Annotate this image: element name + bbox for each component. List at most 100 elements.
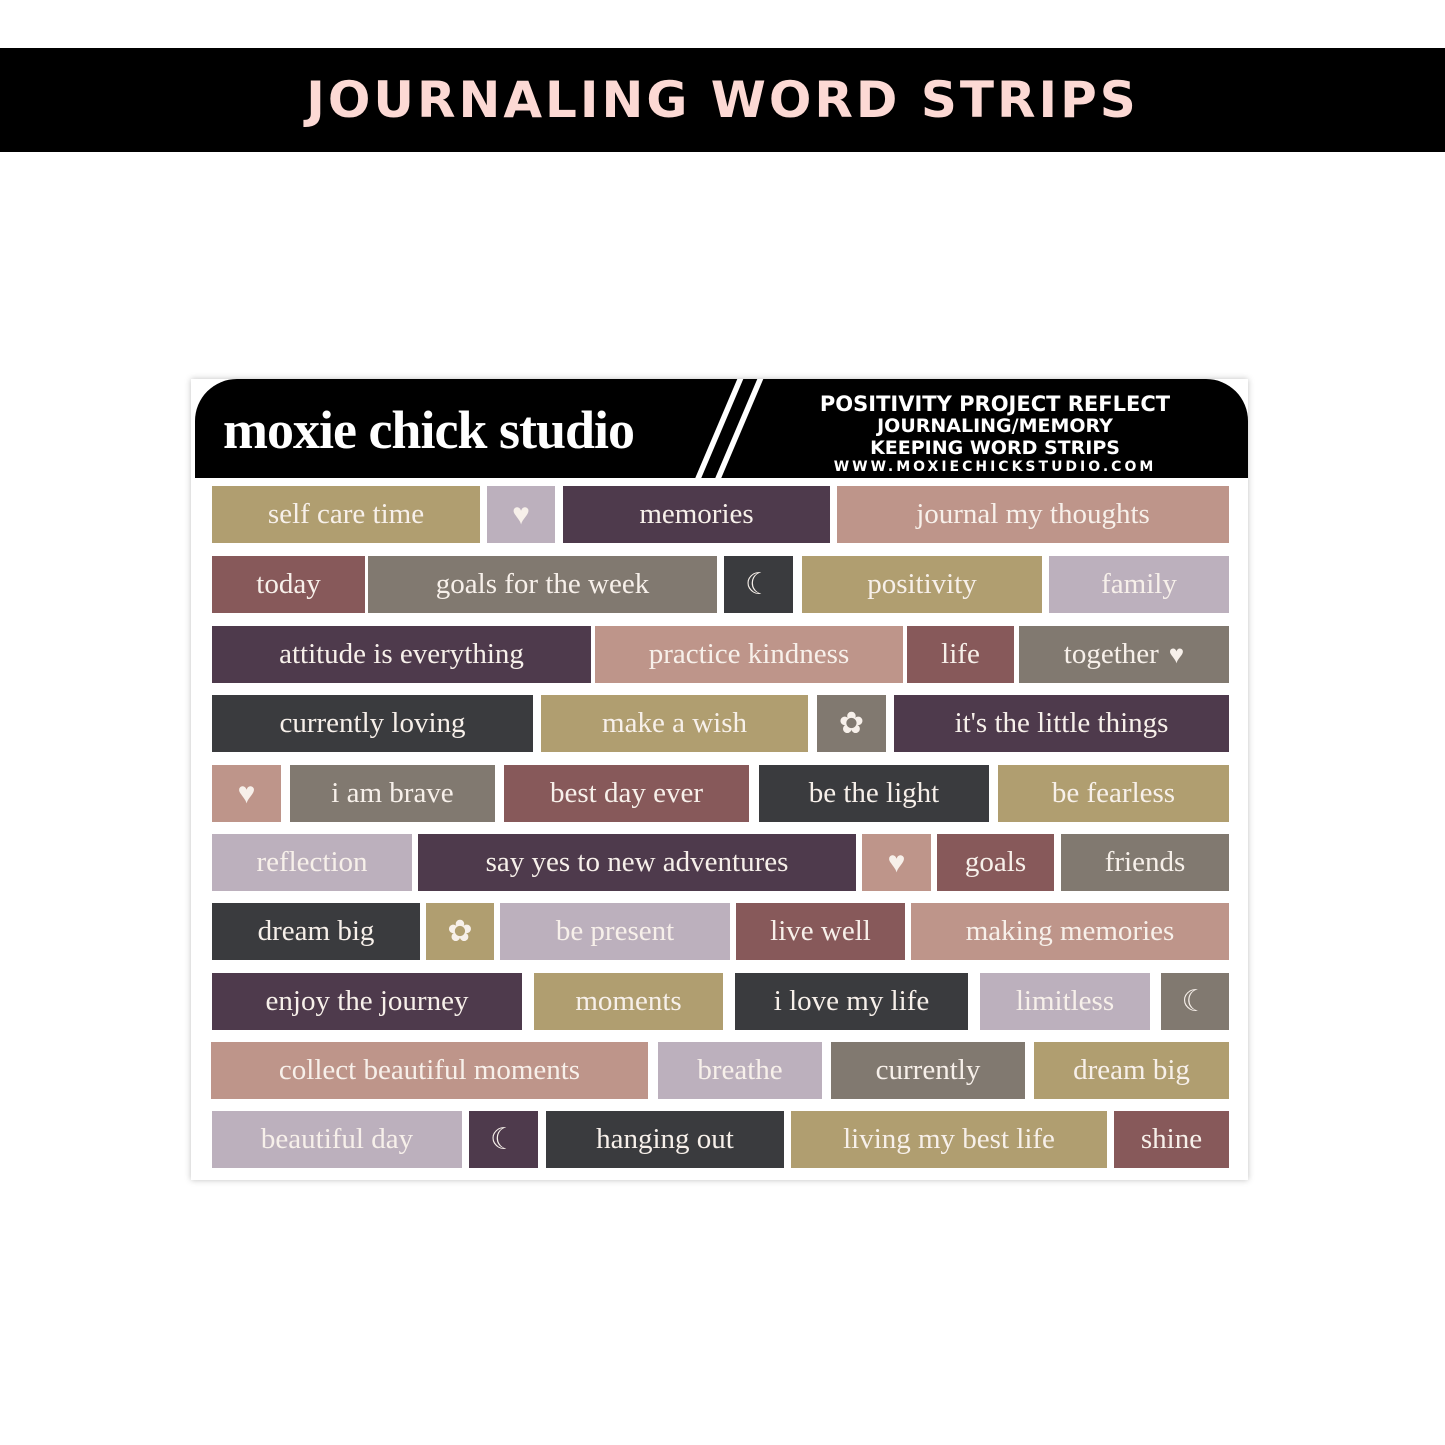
strip-label: together xyxy=(1063,638,1159,670)
strip-label: currently xyxy=(875,1054,981,1086)
heart-icon: ♥ xyxy=(887,845,906,879)
word-strip: collect beautiful moments xyxy=(211,1042,648,1099)
strip-label: positivity xyxy=(867,568,977,600)
brand-logo: moxie chick studio xyxy=(223,400,635,460)
strip-label: dream big xyxy=(257,915,375,947)
sheet-header: moxie chick studio POSITIVITY PROJECT RE… xyxy=(195,379,1248,478)
word-strip: attitude is everything xyxy=(212,626,591,683)
word-strip: hanging out xyxy=(546,1111,784,1168)
strip-label: be fearless xyxy=(1051,777,1176,809)
word-strip: today xyxy=(212,556,365,613)
strip-label: enjoy the journey xyxy=(265,985,469,1017)
strip-label: practice kindness xyxy=(648,638,850,670)
word-strip: life xyxy=(907,626,1014,683)
strip-label: moments xyxy=(575,985,682,1017)
strip-label: life xyxy=(941,638,980,670)
strip-label: making memories xyxy=(965,915,1175,947)
word-strip: goals for the week xyxy=(368,556,717,613)
strip-label: i am brave xyxy=(331,777,454,809)
word-strip: be fearless xyxy=(998,765,1229,822)
word-strip: family xyxy=(1049,556,1229,613)
strip-label: best day ever xyxy=(550,777,703,809)
word-strip: ♥ xyxy=(862,834,931,891)
moon-icon: ☾ xyxy=(1181,985,1209,1018)
word-strip: currently xyxy=(831,1042,1025,1099)
word-strip: i am brave xyxy=(290,765,495,822)
word-strip: ✿ xyxy=(426,903,494,960)
strip-label: goals xyxy=(964,846,1027,878)
flower-icon: ✿ xyxy=(447,915,473,948)
strip-label: be present xyxy=(555,915,675,947)
heart-icon: ♥ xyxy=(237,776,256,810)
word-strip: be the light xyxy=(759,765,989,822)
word-strip: memories xyxy=(563,486,830,543)
strip-label: limitless xyxy=(1015,985,1115,1017)
word-strip: it's the little things xyxy=(894,695,1229,752)
word-strip: goals xyxy=(937,834,1054,891)
word-strip: reflection xyxy=(212,834,412,891)
strip-label: memories xyxy=(639,498,754,530)
word-strip: live well xyxy=(736,903,905,960)
word-strip: dream big xyxy=(212,903,420,960)
strip-label: be the light xyxy=(808,777,940,809)
strip-label: today xyxy=(256,568,321,600)
flower-icon: ✿ xyxy=(838,707,865,740)
strip-label: friends xyxy=(1104,846,1186,878)
word-strip: breathe xyxy=(658,1042,822,1099)
strip-label: breathe xyxy=(697,1054,783,1086)
heart-icon: ♥ xyxy=(512,497,530,531)
sheet-info: POSITIVITY PROJECT REFLECT JOURNALING/ME… xyxy=(795,393,1195,475)
strip-label: shine xyxy=(1140,1123,1203,1155)
website-url: WWW.MOXIECHICKSTUDIO.COM xyxy=(833,459,1157,475)
word-strip: friends xyxy=(1061,834,1229,891)
heart-icon: ♥ xyxy=(1168,639,1185,669)
moon-icon: ☾ xyxy=(490,1123,517,1156)
word-strip: enjoy the journey xyxy=(212,973,522,1030)
strip-label: collect beautiful moments xyxy=(278,1054,581,1086)
word-strip: positivity xyxy=(802,556,1042,613)
word-strip: limitless xyxy=(980,973,1150,1030)
info-line: JOURNALING/MEMORY xyxy=(877,415,1113,437)
word-strip: ☾ xyxy=(469,1111,538,1168)
word-strip: make a wish xyxy=(541,695,808,752)
strip-label: attitude is everything xyxy=(279,638,524,670)
sticker-sheet: moxie chick studio POSITIVITY PROJECT RE… xyxy=(191,379,1248,1180)
strip-label: beautiful day xyxy=(260,1123,414,1155)
strip-label: make a wish xyxy=(602,707,747,739)
strip-label: family xyxy=(1101,568,1177,600)
word-strip: ✿ xyxy=(817,695,886,752)
word-strip: best day ever xyxy=(504,765,749,822)
word-strip: say yes to new adventures xyxy=(418,834,856,891)
word-strip: ☾ xyxy=(724,556,793,613)
strip-label: live well xyxy=(770,915,871,947)
strip-label: journal my thoughts xyxy=(916,498,1150,530)
word-strip: self care time xyxy=(212,486,480,543)
word-strip: ♥ xyxy=(487,486,555,543)
word-strip: i love my life xyxy=(735,973,968,1030)
word-strip: moments xyxy=(534,973,723,1030)
word-strip: living my best life xyxy=(791,1111,1107,1168)
word-strip: currently loving xyxy=(212,695,533,752)
info-line: KEEPING WORD STRIPS xyxy=(870,437,1120,459)
strip-label: it's the little things xyxy=(954,707,1169,739)
word-strip: shine xyxy=(1114,1111,1229,1168)
strip-label: goals for the week xyxy=(435,568,650,600)
strip-label: reflection xyxy=(256,846,368,878)
title-band: JOURNALING WORD STRIPS xyxy=(0,48,1445,152)
word-strip: together ♥ xyxy=(1019,626,1229,683)
info-line: POSITIVITY PROJECT REFLECT xyxy=(819,392,1171,416)
word-strip: ♥ xyxy=(212,765,281,822)
word-strip: be present xyxy=(500,903,730,960)
strip-label: hanging out xyxy=(596,1123,734,1155)
moon-icon: ☾ xyxy=(745,568,772,601)
strip-label: self care time xyxy=(267,498,425,530)
strip-label: currently loving xyxy=(279,707,466,739)
strip-label: living my best life xyxy=(843,1123,1055,1155)
strip-label: i love my life xyxy=(773,985,930,1017)
word-strip: dream big xyxy=(1034,1042,1229,1099)
page-title: JOURNALING WORD STRIPS xyxy=(306,71,1139,129)
strip-label: dream big xyxy=(1073,1054,1190,1086)
strip-label: say yes to new adventures xyxy=(485,846,789,878)
word-strip: beautiful day xyxy=(212,1111,462,1168)
word-strip: making memories xyxy=(911,903,1229,960)
